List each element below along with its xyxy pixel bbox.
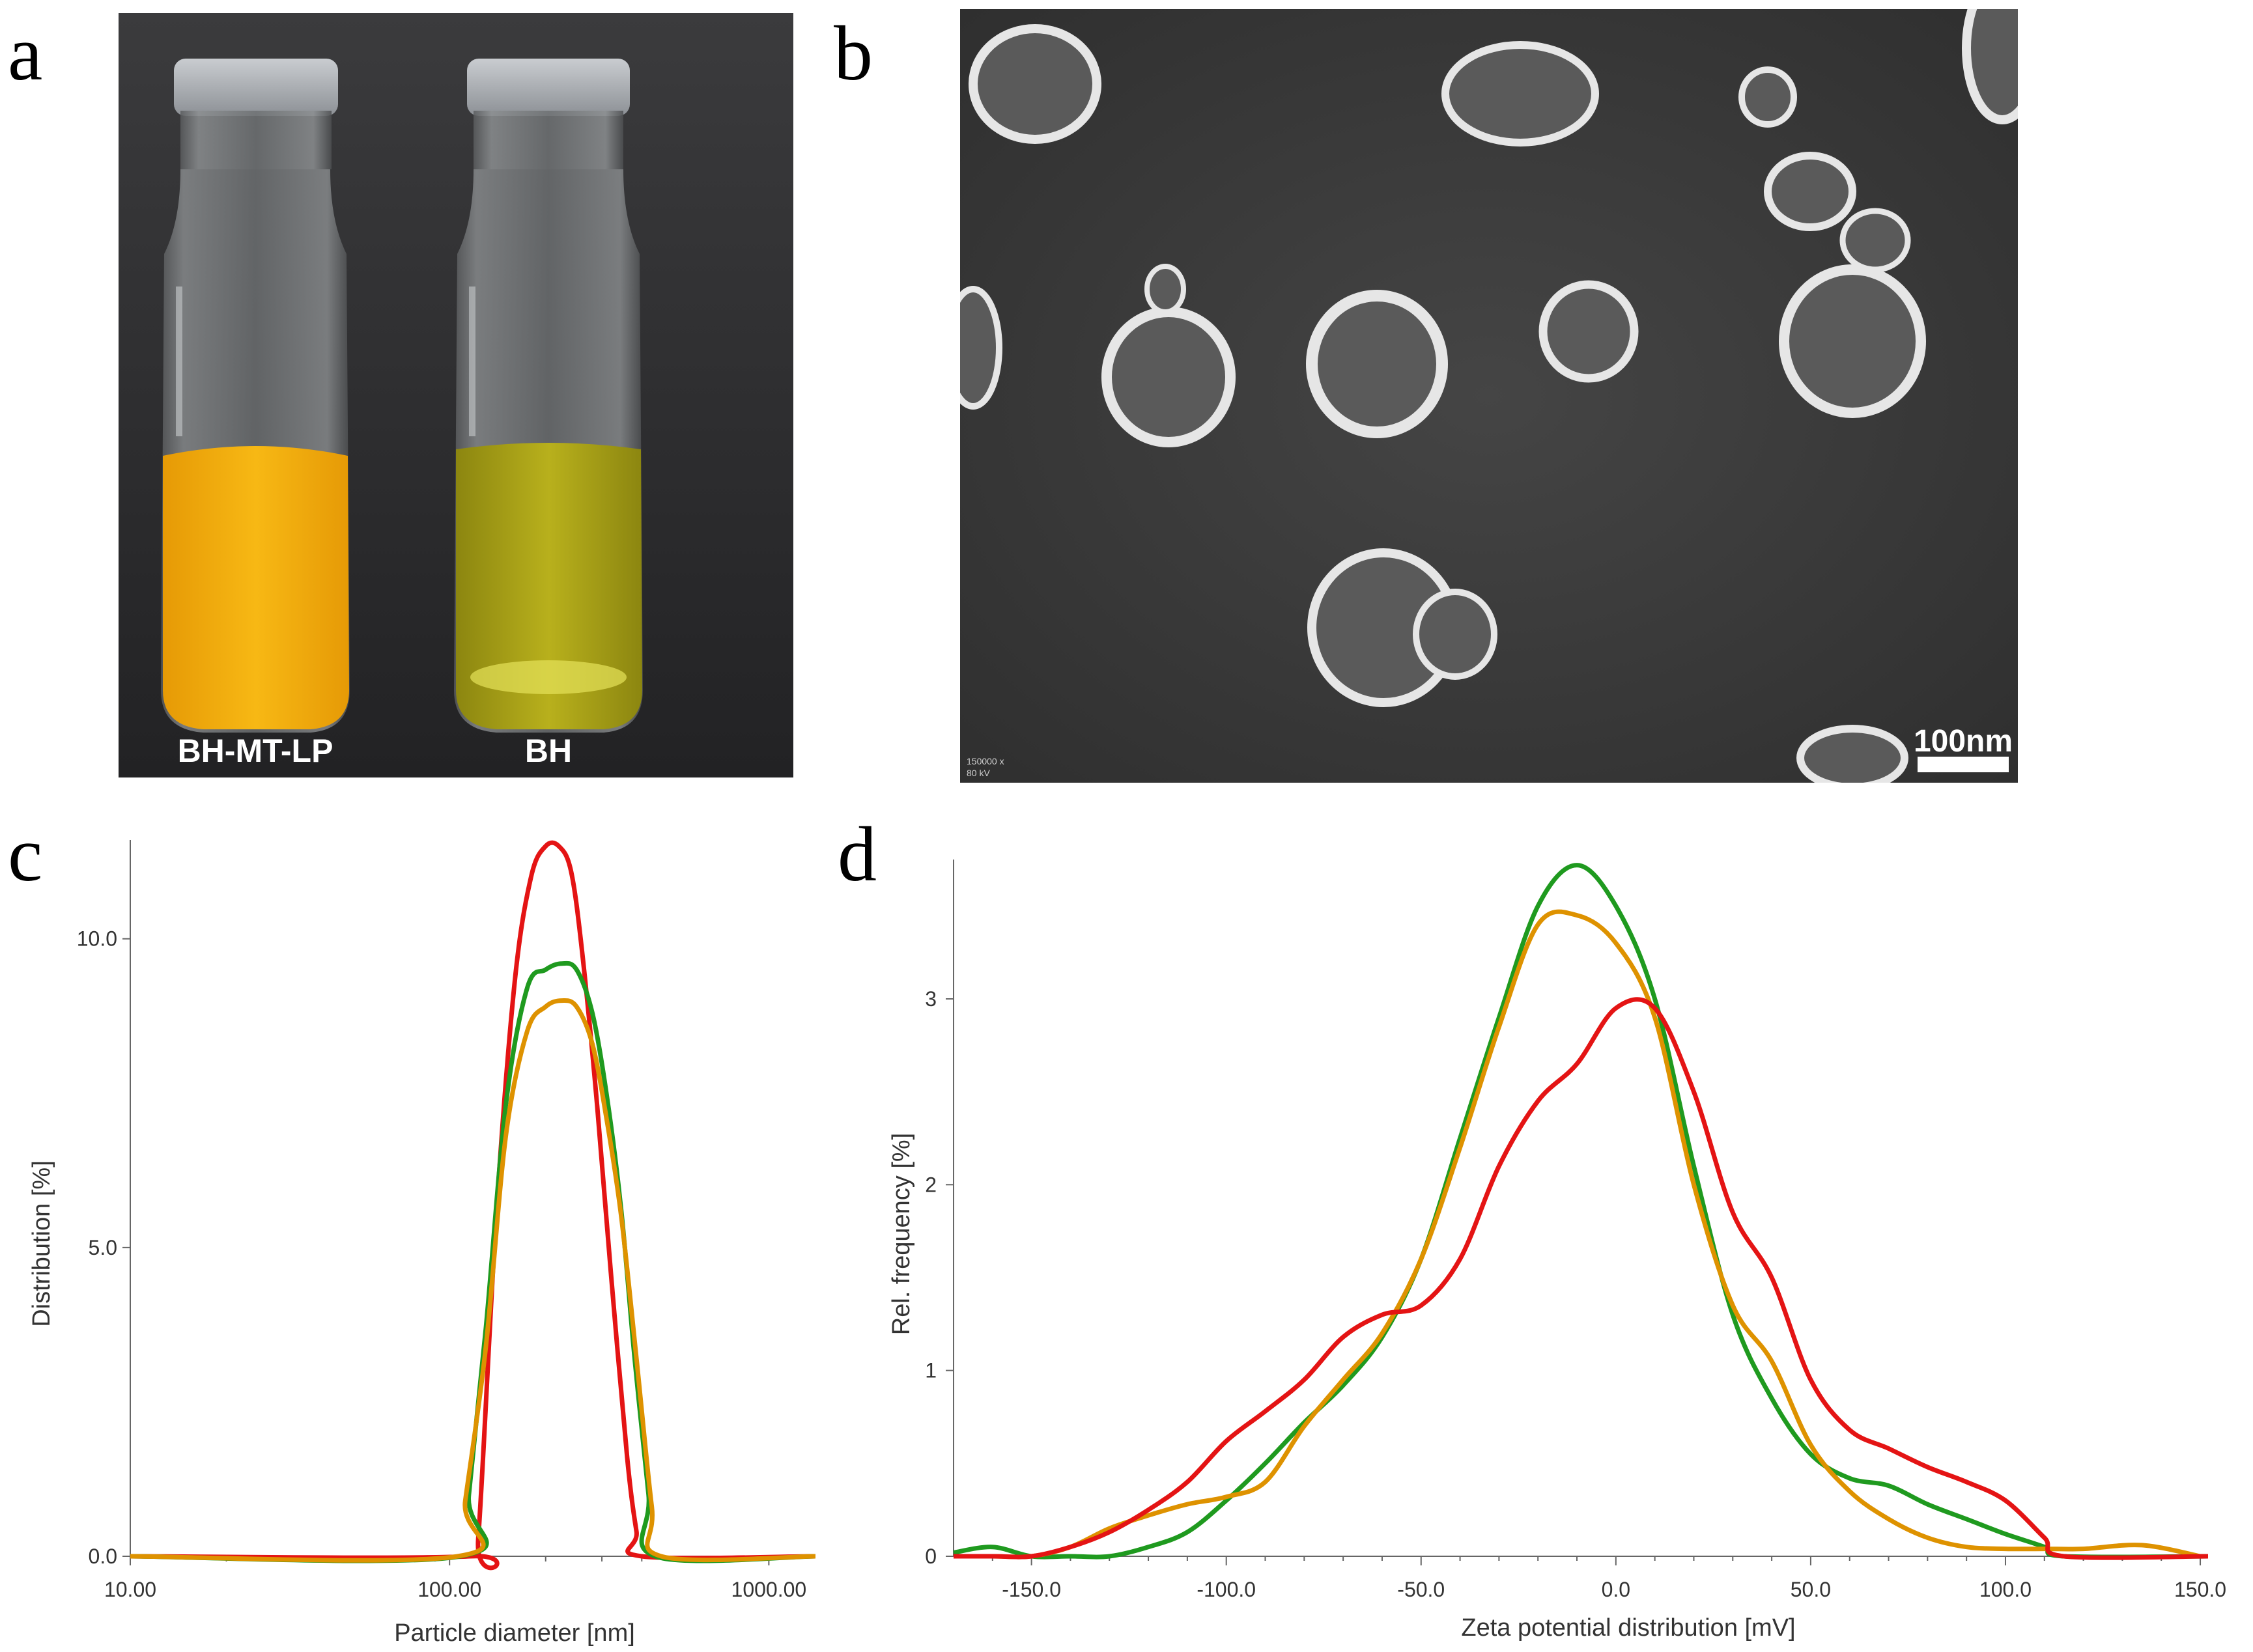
scale-bar-label: 100nm <box>1914 724 2013 759</box>
d-x-tick-label: -50.0 <box>1397 1578 1445 1601</box>
d-y-tick-label: 3 <box>925 987 937 1011</box>
vial-photo: BH-MT-LP BH <box>119 13 793 777</box>
d-y-axis-label: Rel. frequency [%] <box>888 1133 915 1335</box>
d-series-line-0 <box>953 863 2209 1560</box>
d-series-line-1 <box>954 909 2201 1560</box>
panel-label-b: b <box>834 10 873 96</box>
vial-photo-illustration: BH-MT-LP BH <box>119 13 793 777</box>
sem-info-voltage: 80 kV <box>967 768 990 778</box>
c-series-line-1 <box>130 960 816 1563</box>
c-series-line-2 <box>130 998 816 1563</box>
sem-micrograph: 100nm 150000 x 80 kV <box>960 9 2018 783</box>
d-x-tick-label: 100.0 <box>1979 1578 2032 1601</box>
vial-left-label: BH-MT-LP <box>178 733 333 769</box>
panel-label-c: c <box>8 811 43 897</box>
c-x-tick-label: 100.00 <box>418 1578 481 1601</box>
d-x-axis-label: Zeta potential distribution [mV] <box>1461 1614 1795 1642</box>
sem-info-magnification: 150000 x <box>967 756 1004 766</box>
particle-size-chart: 10.00 100.00 1000.00 0.0 5.0 10.0 Particle di… <box>28 840 816 1647</box>
d-x-tick-label: 50.0 <box>1791 1578 1831 1601</box>
c-y-tick-label: 10.0 <box>77 927 117 951</box>
d-x-tick-label: 0.0 <box>1602 1578 1630 1601</box>
panel-label-a: a <box>8 10 43 96</box>
d-y-tick-label: 1 <box>925 1359 937 1382</box>
vial-left <box>161 59 350 733</box>
scale-bar <box>1918 757 2009 772</box>
d-x-tick-label: -150.0 <box>1002 1578 1061 1601</box>
d-x-tick-label: -100.0 <box>1197 1578 1256 1601</box>
c-x-axis-label: Particle diameter [nm] <box>394 1619 635 1647</box>
vesicles <box>960 9 2018 783</box>
c-y-axis-label: Distribution [%] <box>28 1160 55 1327</box>
c-x-tick-label: 1000.00 <box>731 1578 807 1601</box>
d-y-tick-label: 2 <box>925 1173 937 1196</box>
sem-illustration: 100nm 150000 x 80 kV <box>960 9 2018 783</box>
vial-right <box>454 59 643 733</box>
d-x-tick-label: 150.0 <box>2174 1578 2226 1601</box>
d-series-line-2 <box>954 997 2209 1560</box>
c-series-line-0 <box>130 840 816 1571</box>
zeta-potential-chart: -150.0 -100.0 -50.0 0.0 50.0 100.0 150.0 0 1 2 3 Z… <box>888 860 2226 1642</box>
c-y-tick-label: 5.0 <box>89 1236 117 1259</box>
c-x-tick-label: 10.00 <box>104 1578 156 1601</box>
c-y-tick-label: 0.0 <box>89 1545 117 1568</box>
d-y-tick-label: 0 <box>925 1545 937 1568</box>
panel-label-d: d <box>838 811 877 897</box>
vial-right-label: BH <box>525 733 572 769</box>
